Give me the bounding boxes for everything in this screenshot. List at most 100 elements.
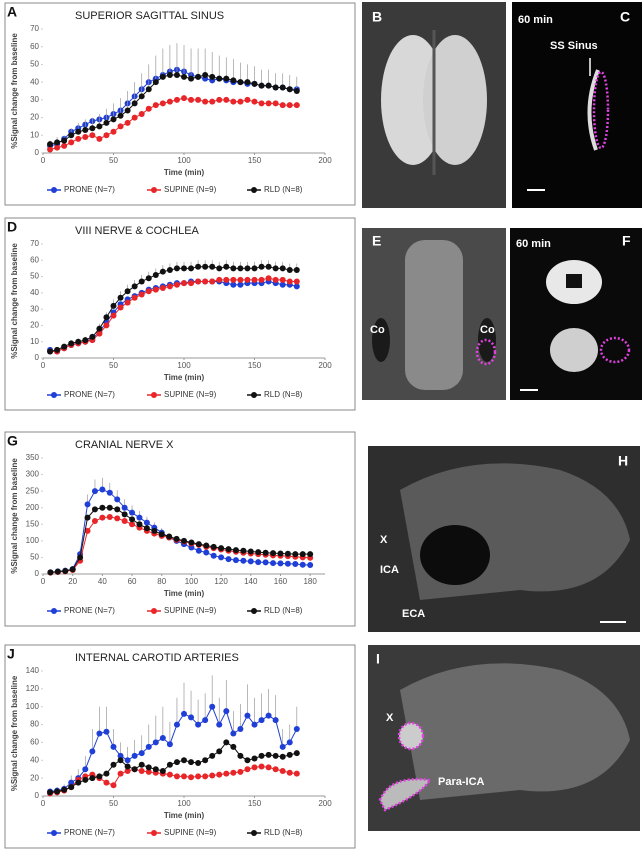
legend-marker bbox=[51, 608, 57, 614]
data-point bbox=[166, 72, 173, 79]
x-tick-label: 100 bbox=[185, 577, 199, 586]
data-point bbox=[209, 772, 216, 779]
y-tick-label: 0 bbox=[35, 148, 40, 157]
data-point bbox=[145, 768, 152, 775]
data-point bbox=[237, 98, 244, 105]
x-tick-label: 40 bbox=[98, 577, 107, 586]
panel-letter: H bbox=[618, 453, 628, 469]
data-point bbox=[225, 556, 232, 563]
data-point bbox=[216, 748, 223, 755]
data-point bbox=[82, 776, 89, 783]
data-point bbox=[54, 346, 61, 353]
data-point bbox=[68, 340, 75, 347]
data-point bbox=[68, 139, 75, 146]
data-point bbox=[265, 712, 272, 719]
data-point bbox=[230, 769, 237, 776]
data-point bbox=[106, 504, 113, 511]
roi-outline bbox=[599, 336, 631, 364]
y-tick-label: 0 bbox=[35, 791, 40, 800]
data-point bbox=[129, 521, 136, 528]
data-point bbox=[121, 504, 128, 511]
data-point bbox=[173, 773, 180, 780]
legend-label: PRONE (N=7) bbox=[64, 185, 115, 194]
data-point bbox=[54, 139, 61, 146]
data-point bbox=[286, 86, 293, 93]
data-point bbox=[110, 302, 117, 309]
data-point bbox=[251, 755, 258, 762]
data-point bbox=[138, 93, 145, 100]
chart-title: CRANIAL NERVE X bbox=[75, 439, 174, 451]
data-point bbox=[262, 549, 269, 556]
data-point bbox=[99, 514, 106, 521]
data-point bbox=[216, 96, 223, 103]
x-tick-label: 150 bbox=[248, 156, 262, 165]
data-point bbox=[277, 550, 284, 557]
data-point bbox=[173, 72, 180, 79]
data-point bbox=[103, 770, 110, 777]
data-point bbox=[138, 278, 145, 285]
data-point bbox=[195, 541, 202, 548]
data-point bbox=[203, 549, 210, 556]
data-point bbox=[270, 550, 277, 557]
data-point bbox=[138, 761, 145, 768]
data-point bbox=[202, 278, 209, 285]
data-point bbox=[223, 96, 230, 103]
data-point bbox=[106, 489, 113, 496]
legend-label: PRONE (N=7) bbox=[64, 828, 115, 837]
data-point bbox=[202, 263, 209, 270]
data-point bbox=[173, 759, 180, 766]
data-point bbox=[272, 276, 279, 283]
image-label: 60 min bbox=[518, 14, 553, 26]
data-point bbox=[244, 96, 251, 103]
legend-marker bbox=[151, 187, 157, 193]
data-point bbox=[188, 96, 195, 103]
y-tick-label: 0 bbox=[35, 569, 40, 578]
data-point bbox=[265, 764, 272, 771]
data-point bbox=[103, 119, 110, 126]
data-point bbox=[195, 759, 202, 766]
data-point bbox=[195, 773, 202, 780]
data-point bbox=[188, 759, 195, 766]
legend-marker bbox=[251, 392, 257, 398]
data-point bbox=[145, 105, 152, 112]
x-tick-label: 50 bbox=[109, 361, 118, 370]
mri-tissue bbox=[566, 274, 582, 288]
data-point bbox=[279, 265, 286, 272]
data-point bbox=[279, 276, 286, 283]
mri-tissue bbox=[587, 69, 600, 151]
data-point bbox=[251, 764, 258, 771]
data-point bbox=[47, 569, 54, 576]
data-point bbox=[99, 486, 106, 493]
data-point bbox=[145, 764, 152, 771]
data-point bbox=[265, 263, 272, 270]
y-tick-label: 70 bbox=[30, 24, 39, 33]
data-point bbox=[131, 294, 138, 301]
y-tick-label: 10 bbox=[30, 337, 39, 346]
y-tick-label: 350 bbox=[26, 453, 40, 462]
data-point bbox=[75, 338, 82, 345]
y-tick-label: 100 bbox=[26, 536, 40, 545]
data-point bbox=[75, 128, 82, 135]
data-point bbox=[117, 770, 124, 777]
x-tick-label: 100 bbox=[177, 799, 191, 808]
data-point bbox=[251, 80, 258, 87]
data-point bbox=[251, 721, 258, 728]
data-point bbox=[202, 98, 209, 105]
data-point bbox=[152, 271, 159, 278]
data-point bbox=[279, 768, 286, 774]
data-point bbox=[286, 267, 293, 274]
data-point bbox=[131, 114, 138, 121]
panel-letter: D bbox=[7, 219, 17, 235]
data-point bbox=[209, 703, 216, 710]
data-point bbox=[272, 717, 279, 724]
data-point bbox=[145, 86, 152, 93]
data-point bbox=[293, 88, 300, 94]
y-axis-label: %Signal change from baseline bbox=[10, 243, 19, 359]
y-tick-label: 60 bbox=[30, 738, 39, 747]
roi-outline bbox=[592, 70, 610, 150]
data-point bbox=[209, 278, 216, 285]
data-point bbox=[68, 132, 75, 139]
data-point bbox=[47, 789, 54, 796]
y-tick-label: 60 bbox=[30, 42, 39, 51]
data-point bbox=[159, 100, 166, 107]
